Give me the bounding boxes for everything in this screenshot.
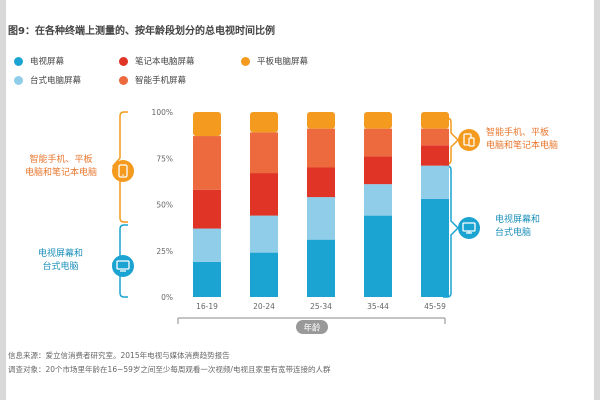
legend-label-tablet: 平板电脑屏幕 <box>257 57 309 67</box>
legend-swatch-desktop <box>14 75 23 85</box>
bar-segment-35-44-4 <box>364 112 392 129</box>
phone-icon <box>112 160 134 182</box>
bar-segment-20-24-1 <box>250 215 278 253</box>
bar-segment-35-44-1 <box>364 184 392 216</box>
legend-item-tablet: 平板电脑屏幕 <box>241 55 308 67</box>
legend-swatch-tv <box>14 56 23 66</box>
left-bottom-label: 电视屏幕和 台式电脑 <box>38 248 83 274</box>
bar-segment-20-24-4 <box>250 112 278 133</box>
x-axis-label: 年龄 <box>303 323 321 334</box>
bar-segment-20-24-0 <box>250 252 278 297</box>
right-bottom-label-line1: 电视屏幕和 <box>495 215 541 225</box>
footer-subjects: 调查对象：20个市场里年龄在16~59岁之间至少每周观看一次视频/电视且家里有宽… <box>8 365 331 374</box>
left-top-label-line2: 电脑和笔记本电脑 <box>25 168 98 178</box>
legend-label-laptop: 笔记本电脑屏幕 <box>135 57 195 67</box>
figure-title: 图9：在各种终端上测量的、按年龄段划分的总电视时间比例 <box>8 26 275 37</box>
y-tick-label: 25% <box>156 247 173 256</box>
bar-segment-16-19-0 <box>193 261 221 297</box>
y-tick-label: 75% <box>156 154 173 163</box>
left-frame <box>0 0 6 400</box>
legend-label-desktop: 台式电脑屏幕 <box>30 76 82 86</box>
bar-segment-25-34-2 <box>307 167 335 198</box>
legend-item-desktop: 台式电脑屏幕 <box>14 74 81 86</box>
x-tick-label: 45-59 <box>424 302 446 311</box>
legend-label-smartphone: 智能手机屏幕 <box>135 76 187 86</box>
x-tick-label: 25-34 <box>310 302 332 311</box>
bar-segment-45-59-2 <box>421 145 449 166</box>
right-bottom-label-line2: 台式电脑 <box>495 228 532 238</box>
right-frame <box>594 0 600 400</box>
legend-label-tv: 电视屏幕 <box>30 57 65 67</box>
bar-segment-16-19-3 <box>193 136 221 190</box>
bar-segment-45-59-3 <box>421 128 449 146</box>
bar-segment-20-24-2 <box>250 173 278 216</box>
left-bottom-label-line2: 台式电脑 <box>42 262 79 272</box>
bar-segment-20-24-3 <box>250 132 278 174</box>
legend-item-tv: 电视屏幕 <box>14 55 64 67</box>
legend-swatch-laptop <box>119 56 128 66</box>
legend-swatch-smartphone <box>119 75 128 85</box>
footer-source: 信息来源：爱立信消费者研究室。2015年电视与媒体消费趋势报告 <box>8 351 230 360</box>
bar-segment-35-44-3 <box>364 128 392 157</box>
monitor-icon <box>458 217 480 239</box>
left-top-label: 智能手机、平板 电脑和笔记本电脑 <box>25 154 97 180</box>
bar-segment-35-44-0 <box>364 215 392 297</box>
x-axis: 16-19 20-24 25-34 35-44 45-59 <box>196 302 446 311</box>
left-bottom-label-line1: 电视屏幕和 <box>38 249 84 259</box>
legend: 电视屏幕 笔记本电脑屏幕 平板电脑屏幕 台式电脑屏幕 智能手机屏幕 <box>14 55 414 95</box>
x-axis-label-pill <box>296 320 328 334</box>
legend-swatch-tablet <box>241 56 250 66</box>
bar-segment-45-59-4 <box>421 112 449 129</box>
bar-segment-35-44-2 <box>364 156 392 185</box>
right-top-label-line1: 智能手机、平板 <box>486 128 550 138</box>
tablet-phone-icon <box>458 129 480 151</box>
bar-segment-16-19-1 <box>193 228 221 262</box>
legend-item-smartphone: 智能手机屏幕 <box>119 74 186 86</box>
bars <box>193 112 449 297</box>
bar-segment-45-59-0 <box>421 198 449 297</box>
right-top-label: 智能手机、平板 电脑和笔记本电脑 <box>486 127 558 153</box>
y-axis: 0% 25% 50% 75% 100% <box>152 108 173 302</box>
tv-icon <box>112 255 134 277</box>
x-tick-label: 20-24 <box>253 302 275 311</box>
y-tick-label: 50% <box>156 201 173 210</box>
bar-segment-25-34-1 <box>307 197 335 240</box>
left-top-label-line1: 智能手机、平板 <box>29 155 93 165</box>
bar-segment-25-34-4 <box>307 112 335 129</box>
bar-segment-16-19-2 <box>193 189 221 229</box>
y-tick-label: 0% <box>161 293 173 302</box>
x-tick-label: 35-44 <box>367 302 389 311</box>
x-tick-label: 16-19 <box>196 302 218 311</box>
legend-item-laptop: 笔记本电脑屏幕 <box>119 55 195 67</box>
bar-segment-45-59-1 <box>421 165 449 199</box>
bar-segment-25-34-0 <box>307 239 335 297</box>
y-tick-label: 100% <box>152 108 173 117</box>
bar-segment-16-19-4 <box>193 112 221 137</box>
right-bottom-label: 电视屏幕和 台式电脑 <box>495 214 540 240</box>
bar-segment-25-34-3 <box>307 128 335 168</box>
right-top-label-line2: 电脑和笔记本电脑 <box>486 141 559 151</box>
